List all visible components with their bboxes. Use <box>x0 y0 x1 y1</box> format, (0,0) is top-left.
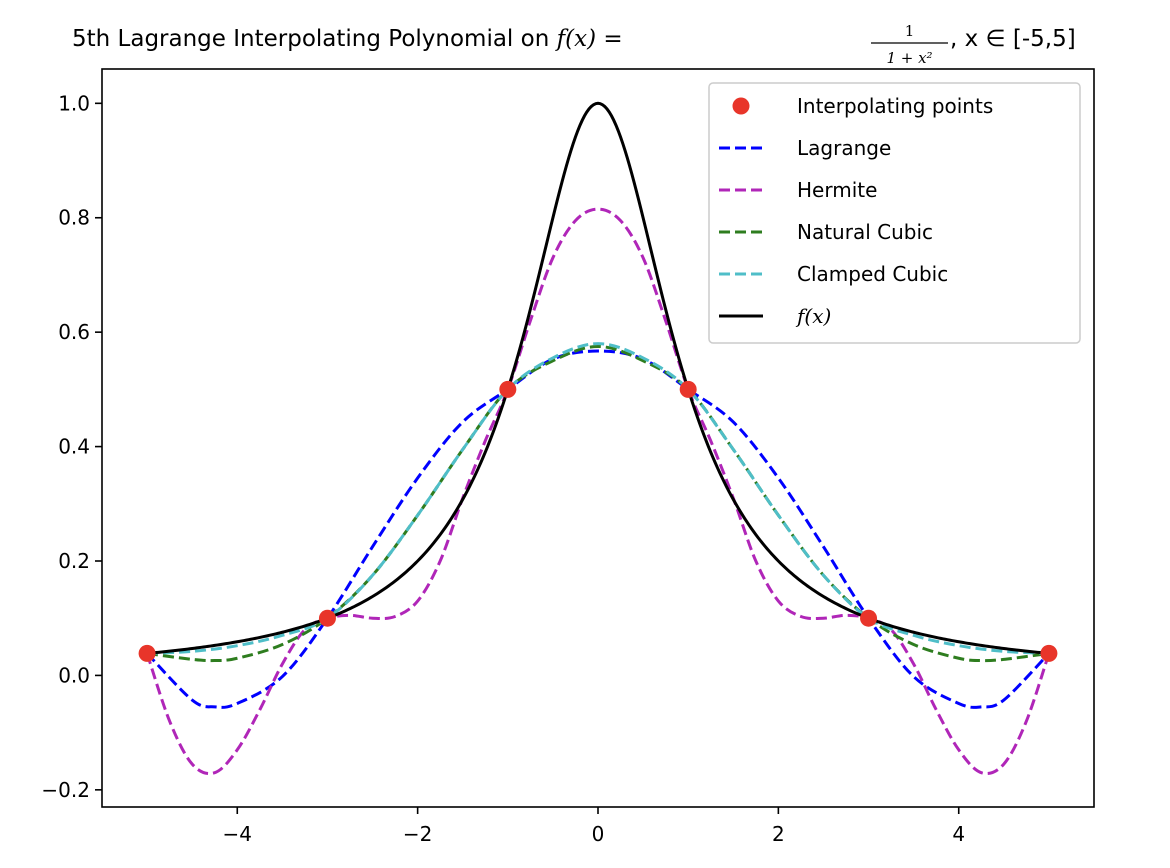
y-tick-label: 0.0 <box>58 663 90 687</box>
interpolating-point <box>860 609 878 627</box>
title-prefix: 5th Lagrange Interpolating Polynomial on <box>72 26 557 52</box>
interpolating-point <box>499 380 517 398</box>
legend: Interpolating points Lagrange Hermite Natur… <box>708 82 1081 344</box>
x-tick-label: −2 <box>403 822 432 846</box>
x-tick-label: 2 <box>772 822 785 846</box>
x-tick-label: −4 <box>223 822 252 846</box>
interpolating-point <box>138 644 156 662</box>
legend-label: Hermite <box>797 178 877 202</box>
series-line-natural-cubic <box>146 344 1050 663</box>
title-fraction-denominator: 1 + x² <box>886 49 932 67</box>
legend-item: Hermite <box>719 178 877 202</box>
series-line-fx <box>146 101 1050 655</box>
x-tick-label: 4 <box>952 822 965 846</box>
title-fraction-numerator: 1 <box>905 22 915 40</box>
legend-label: Interpolating points <box>797 94 993 118</box>
legend-item: Interpolating points <box>732 94 993 118</box>
legend-item: Lagrange <box>719 136 891 160</box>
y-tick-label: 0.8 <box>58 206 90 230</box>
series-line-lagrange <box>146 349 1050 709</box>
series-line-clamped-cubic <box>147 342 1049 655</box>
interpolating-point <box>1040 644 1058 662</box>
chart-title: 5th Lagrange Interpolating Polynomial on… <box>72 22 1076 67</box>
x-tick-label: 0 <box>592 822 605 846</box>
title-suffix: , x ∈ [-5,5] <box>950 26 1076 52</box>
series-layer <box>138 101 1058 776</box>
chart-title-text: 5th Lagrange Interpolating Polynomial on… <box>72 26 623 52</box>
legend-label: Lagrange <box>797 136 891 160</box>
legend-label: Clamped Cubic <box>797 262 948 286</box>
y-tick-label: −0.2 <box>41 778 90 802</box>
y-tick-label: 0.6 <box>58 320 90 344</box>
legend-item: Natural Cubic <box>719 220 933 244</box>
legend-item: Clamped Cubic <box>719 262 948 286</box>
legend-marker <box>732 97 750 115</box>
y-tick-label: 1.0 <box>58 91 90 115</box>
y-tick-label: 0.2 <box>58 549 90 573</box>
legend-label: f(x) <box>795 304 831 328</box>
title-function: f(x) = <box>555 26 623 52</box>
legend-box <box>708 82 1081 344</box>
legend-label: Natural Cubic <box>797 220 933 244</box>
y-tick-label: 0.4 <box>58 435 90 459</box>
legend-item: f(x) <box>719 304 831 328</box>
interpolating-point <box>679 380 697 398</box>
ticks-layer: −4 −2 0 2 4 −0.2 0.0 0.2 0.4 0.6 0.8 1.0 <box>41 91 965 846</box>
interpolating-point <box>318 609 336 627</box>
